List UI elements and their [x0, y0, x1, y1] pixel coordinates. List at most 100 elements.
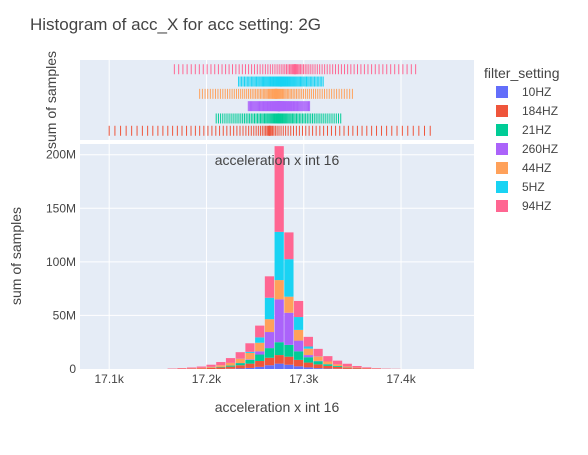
legend-item-label[interactable]: 260HZ [522, 142, 558, 156]
bar-segment [362, 367, 371, 368]
bar-segment [275, 355, 284, 364]
bar-segment [304, 355, 313, 357]
bar-segment [294, 351, 303, 360]
y-tick-label: 0 [69, 362, 76, 376]
bar-segment [226, 363, 235, 366]
bar-segment [236, 363, 245, 365]
bar-segment [245, 343, 254, 352]
legend-item-label[interactable]: 21HZ [522, 123, 551, 137]
legend: 10HZ 184HZ 21HZ 260HZ 44HZ 5HZ 94HZ [496, 85, 558, 213]
bar-segment [265, 319, 274, 332]
legend-item-label[interactable]: 5HZ [522, 180, 545, 194]
bar-segment [333, 366, 342, 367]
legend-swatch [496, 200, 508, 212]
bar-segment [226, 358, 235, 363]
bar-segment [236, 352, 245, 358]
bar-segment [177, 368, 186, 369]
y-tick-label: 200M [46, 148, 76, 162]
bar-segment [255, 355, 264, 361]
bar-segment [313, 364, 322, 368]
bar-segment [294, 301, 303, 317]
bar-segment [333, 361, 342, 365]
bar-segment [323, 356, 332, 361]
bar-segment [294, 330, 303, 341]
legend-title: filter_setting [484, 65, 559, 81]
bar-segment [255, 361, 264, 367]
x-tick-label: 17.3k [289, 372, 319, 386]
bar-segment [333, 364, 342, 366]
x-tick-label: 17.4k [386, 372, 416, 386]
bar-segment [294, 366, 303, 369]
bar-segment [265, 348, 274, 358]
legend-swatch [496, 143, 508, 155]
x-tick-label: 17.1k [95, 372, 125, 386]
legend-swatch [496, 181, 508, 193]
legend-item-label[interactable]: 94HZ [522, 199, 551, 213]
bar-segment [187, 368, 196, 369]
legend-item-label[interactable]: 44HZ [522, 161, 551, 175]
bar-segment [226, 367, 235, 369]
x-tick-label: 17.2k [192, 372, 222, 386]
bar-segment [245, 368, 254, 369]
bar-segment [323, 362, 332, 365]
legend-item-label[interactable]: 10HZ [522, 85, 551, 99]
rug-y-axis-label: sum of samples [43, 51, 59, 149]
x-axis-label: acceleration x int 16 [215, 399, 340, 415]
bar-segment [343, 368, 352, 369]
bar-segment [236, 359, 245, 363]
bar-segment [294, 341, 303, 352]
bar-segment [304, 347, 313, 349]
chart-title: Histogram of acc_X for acc setting: 2G [30, 15, 321, 34]
bar-segment [245, 352, 254, 353]
bar-segment [284, 313, 293, 345]
subplot-annotation: acceleration x int 16 [215, 152, 340, 168]
bar-segment [265, 276, 274, 297]
y-tick-label: 50M [53, 308, 76, 322]
legend-item-label[interactable]: 184HZ [522, 104, 558, 118]
bar-segment [216, 367, 225, 368]
bar-segment [284, 357, 293, 365]
bar-segment [294, 317, 303, 330]
x-axis-ticks: 17.1k 17.2k 17.3k 17.4k [95, 372, 417, 386]
bar-segment [245, 360, 254, 364]
legend-swatch [496, 162, 508, 174]
bar-segment [197, 367, 206, 368]
bar-segment [275, 232, 284, 280]
bar-segment [304, 367, 313, 369]
bar-segment [323, 364, 332, 366]
bar-segment [313, 357, 322, 361]
bar-segment [216, 367, 225, 369]
legend-swatch [496, 105, 508, 117]
bar-segment [284, 345, 293, 357]
bar-segment [352, 366, 361, 368]
y-tick-label: 150M [46, 201, 76, 215]
bar-segment [304, 349, 313, 355]
bar-segment [255, 337, 264, 342]
bar-segment [236, 365, 245, 368]
bar-segment [313, 349, 322, 357]
bar-segment [352, 368, 361, 369]
legend-swatch [496, 86, 508, 98]
bar-segment [216, 362, 225, 365]
bar-segment [343, 364, 352, 367]
bar-segment [323, 366, 332, 369]
bar-segment [284, 365, 293, 369]
bar-segment [206, 365, 215, 367]
bar-segment [226, 366, 235, 367]
bar-segment [236, 368, 245, 369]
bar-segment [265, 358, 274, 366]
bar-segment [265, 365, 274, 369]
bar-segment [206, 367, 215, 368]
bar-segment [284, 297, 293, 313]
bar-segment [284, 232, 293, 259]
bar-segment [265, 332, 274, 348]
bar-segment [255, 367, 264, 369]
bar-segment [245, 364, 254, 368]
bar-segment [362, 368, 371, 369]
bar-segment [275, 342, 284, 355]
bar-segment [275, 299, 284, 342]
bar-segment [255, 343, 264, 352]
